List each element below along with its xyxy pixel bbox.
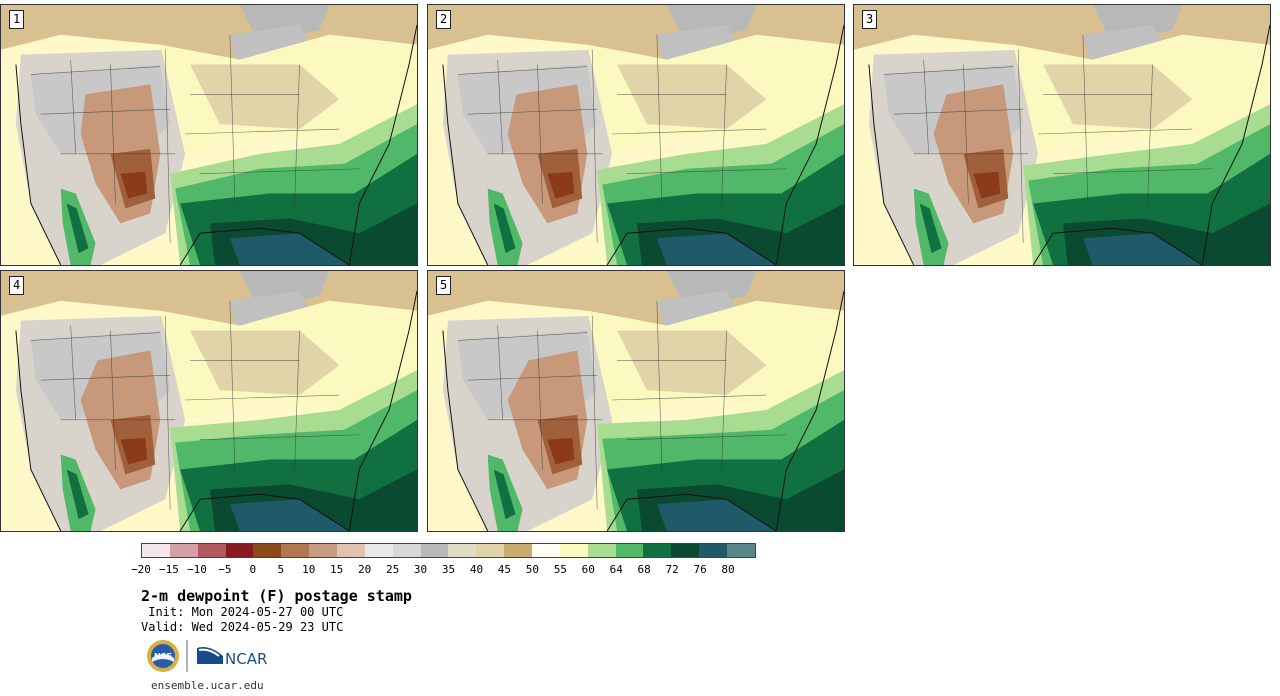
valid-time: Valid: Wed 2024-05-29 23 UTC	[141, 620, 344, 634]
colorbar-tick-label: −10	[186, 563, 207, 576]
colorbar-tick-label: −15	[159, 563, 179, 576]
colorbar-tick-label: 40	[469, 563, 484, 576]
colorbar-cell	[364, 544, 393, 557]
dewpoint-map-2	[428, 5, 844, 265]
colorbar-tick-label: 30	[413, 563, 428, 576]
colorbar-cell	[392, 544, 421, 557]
colorbar-tick-label: 55	[553, 563, 567, 576]
colorbar-cell	[727, 544, 755, 557]
panel-number-label: 2	[436, 10, 452, 29]
panel-number-label: 3	[862, 10, 878, 29]
colorbar-tick-label: 50	[525, 563, 539, 576]
colorbar-tick-label: 60	[581, 563, 595, 576]
colorbar-cell	[504, 544, 533, 557]
colorbar-tick-label: 0	[249, 563, 257, 576]
panel-number-label: 5	[436, 276, 452, 295]
dewpoint-colorbar	[141, 543, 756, 558]
dewpoint-map-5	[428, 271, 844, 531]
colorbar-tick-label: 35	[441, 563, 456, 576]
colorbar-cell	[671, 544, 700, 557]
panel-number-label: 1	[9, 10, 25, 29]
colorbar-tick-label: 20	[358, 563, 372, 576]
ensemble-member-panel-1: 1	[0, 4, 418, 266]
panel-number-label: 4	[9, 276, 25, 295]
colorbar-cell	[337, 544, 365, 557]
colorbar-cell	[197, 544, 226, 557]
colorbar-cell	[699, 544, 728, 557]
colorbar-cell	[309, 544, 338, 557]
colorbar-cell	[225, 544, 254, 557]
ensemble-member-panel-5: 5	[427, 270, 845, 532]
colorbar-tick-label: 72	[665, 563, 679, 576]
dewpoint-map-1	[1, 5, 417, 265]
dewpoint-map-3	[854, 5, 1270, 265]
colorbar-tick-label: 15	[330, 563, 344, 576]
colorbar-tick-label: 5	[277, 563, 285, 576]
colorbar-cell	[142, 544, 170, 557]
colorbar-tick-label: −20	[131, 563, 151, 576]
colorbar-tick-label: 10	[302, 563, 316, 576]
dewpoint-map-4	[1, 271, 417, 531]
chart-title: 2-m dewpoint (F) postage stamp	[141, 587, 412, 605]
sponsor-logos: NSF NCAR	[145, 638, 285, 674]
ensemble-member-panel-3: 3	[853, 4, 1271, 266]
colorbar-tick-label: 25	[385, 563, 400, 576]
svg-text:NSF: NSF	[154, 652, 172, 661]
ensemble-member-panel-2: 2	[427, 4, 845, 266]
colorbar-tick-label: 45	[497, 563, 512, 576]
colorbar-tick-label: 76	[693, 563, 707, 576]
colorbar-tick-label: 68	[637, 563, 651, 576]
source-url: ensemble.ucar.edu	[151, 679, 264, 692]
ncar-logo-icon: NCAR	[197, 646, 267, 668]
colorbar-cell	[615, 544, 644, 557]
nsf-logo-icon: NSF	[147, 640, 179, 672]
init-time: Init: Mon 2024-05-27 00 UTC	[141, 605, 344, 619]
colorbar-cell	[476, 544, 505, 557]
colorbar-cell	[559, 544, 588, 557]
colorbar-cell	[420, 544, 449, 557]
colorbar-cell	[253, 544, 282, 557]
colorbar-tick-label: 80	[721, 563, 735, 576]
colorbar-cell	[448, 544, 477, 557]
colorbar-cell	[643, 544, 672, 557]
ensemble-member-panel-4: 4	[0, 270, 418, 532]
svg-text:NCAR: NCAR	[225, 650, 267, 668]
colorbar-cell	[281, 544, 310, 557]
colorbar-tick-labels: −20 −15 −10 −5 0 5 10 15 20 25 30 35 40 45 50 55 60 64 68 7…	[131, 563, 756, 577]
colorbar-cell	[587, 544, 616, 557]
colorbar-cell	[532, 544, 560, 557]
colorbar-tick-label: −5	[218, 563, 232, 576]
colorbar-cell	[169, 544, 198, 557]
colorbar-tick-label: 64	[609, 563, 623, 576]
